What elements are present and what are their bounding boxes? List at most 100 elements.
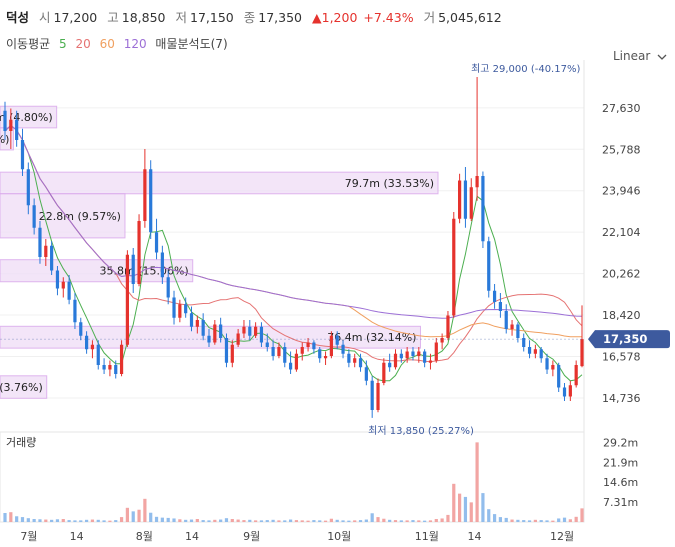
scale-toggle-button[interactable]: Linear	[613, 49, 667, 63]
volume-bar	[137, 509, 141, 522]
volume-profile-label: 35.8m (15.06%)	[99, 265, 188, 278]
candle-body	[323, 356, 328, 359]
candle-body	[15, 119, 19, 140]
candle-body	[154, 232, 159, 253]
volume-bar	[405, 520, 409, 522]
candle-body	[67, 281, 71, 300]
candle-body	[399, 353, 403, 359]
x-tick-label: 9월	[243, 530, 260, 543]
x-tick-label: 11월	[415, 530, 439, 543]
candle-body	[38, 227, 42, 257]
volume-bar	[271, 519, 275, 522]
candle-body	[79, 322, 83, 336]
x-tick-label: 14	[70, 530, 84, 543]
candle-body	[96, 344, 100, 365]
close-label: 종	[243, 10, 256, 25]
candle-body	[446, 315, 450, 338]
candle-body	[312, 342, 316, 350]
y-tick-label: 20,262	[602, 268, 641, 281]
volume-bar	[201, 520, 205, 522]
moving-average-legend[interactable]: 이동평균 5 20 60 120 매물분석도(7)	[6, 35, 233, 52]
volume-bar	[458, 493, 462, 522]
current-price-label: 17,350	[603, 332, 647, 346]
candle-body	[271, 347, 275, 356]
candle-body	[364, 367, 368, 381]
volume-bar	[353, 520, 357, 522]
candle-body	[125, 254, 129, 345]
y-tick-label: 18,420	[602, 309, 641, 322]
volume-bar	[300, 520, 304, 522]
candle-body	[539, 349, 543, 359]
candle-body	[481, 176, 485, 242]
volume-bar	[32, 519, 36, 522]
volume-bar	[539, 520, 543, 522]
ma5-label: 5	[59, 37, 67, 51]
volume-bar	[195, 519, 199, 522]
ma5-line	[4, 124, 583, 382]
candle-body	[84, 335, 89, 350]
volume-profile-bar	[0, 171, 439, 195]
volume-bar	[84, 519, 89, 522]
ma120-label: 120	[123, 37, 147, 51]
candle-body	[382, 362, 386, 383]
volume-bar	[522, 520, 526, 522]
candle-body	[388, 362, 392, 368]
open-value: 17,200	[53, 10, 98, 25]
candle-body	[358, 358, 363, 368]
volume-profile-bar	[0, 105, 58, 129]
volume-bar	[102, 520, 106, 522]
candle-body	[283, 347, 287, 363]
candle-body	[510, 324, 514, 329]
candle-body	[504, 311, 508, 329]
volume-bar	[61, 519, 65, 522]
volume-bar	[277, 520, 281, 522]
candle-body	[475, 176, 479, 188]
volume-profile-label: 79.7m (33.53%)	[345, 177, 434, 190]
volume-bar	[329, 518, 333, 522]
candle-body	[551, 365, 555, 370]
candle-body	[131, 254, 135, 284]
candle-body	[440, 338, 444, 343]
candle-body	[423, 351, 427, 363]
ma20-label: 20	[75, 37, 91, 51]
volume-bar	[446, 514, 450, 522]
candle-body	[189, 313, 194, 327]
candle-body	[102, 365, 106, 370]
candle-body	[300, 347, 304, 354]
volume-bar	[469, 502, 473, 522]
volume-bar	[510, 519, 514, 522]
candle-body	[574, 365, 578, 386]
volume-bar	[475, 442, 479, 522]
candle-body	[114, 365, 118, 374]
candle-body	[44, 245, 48, 257]
volume-bar	[487, 509, 491, 522]
volume-bar	[364, 519, 368, 522]
candle-body	[463, 180, 468, 219]
candle-body	[562, 387, 567, 397]
volume-profile-label: 매물분석도(7)	[155, 37, 228, 51]
volume-bar	[312, 520, 316, 522]
candle-body	[376, 383, 380, 410]
x-tick-label: 12월	[550, 530, 574, 543]
volume-bar	[96, 519, 100, 522]
volume-bar	[306, 520, 310, 522]
volume-bar	[166, 517, 170, 522]
candle-body	[143, 169, 147, 221]
volume-bar	[341, 520, 345, 522]
volume-bar	[131, 511, 135, 522]
volume-bar	[498, 517, 503, 522]
volume-profile-bar	[0, 127, 14, 151]
y-tick-label: 27,630	[602, 102, 641, 115]
candle-body	[469, 187, 473, 219]
volume-bar	[580, 508, 584, 522]
candle-body	[277, 347, 281, 356]
volume-bar	[213, 519, 217, 522]
candle-body	[353, 358, 357, 363]
volume-profile-label: 22.8m (9.57%)	[39, 210, 121, 223]
candle-body	[50, 245, 54, 271]
candle-body	[219, 324, 223, 338]
volume-bar	[254, 520, 258, 522]
volume-bar	[44, 519, 48, 522]
volume-bar	[9, 512, 13, 522]
